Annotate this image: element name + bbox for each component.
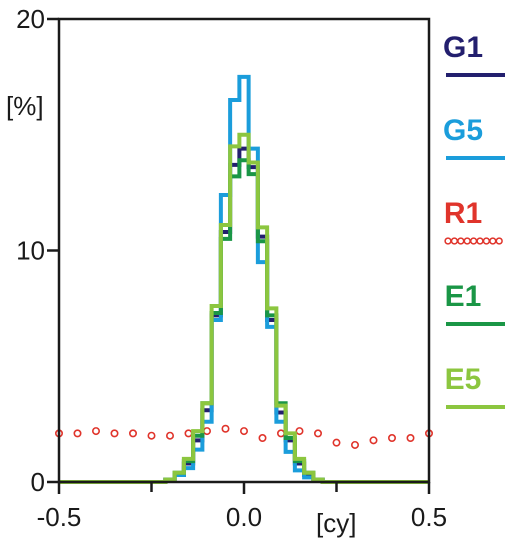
series-r1-point-9 [221, 424, 230, 433]
legend-label-r1: R1 [444, 197, 482, 230]
series-r1-point-10 [240, 427, 249, 436]
x-unit-label: [cy] [316, 508, 356, 538]
series-r1-point-16 [350, 440, 359, 449]
series-r1-point-18 [387, 434, 396, 443]
series-r1-point-19 [406, 434, 415, 443]
series-r1-point-11 [258, 434, 267, 443]
series-r1-point-17 [369, 436, 378, 445]
y-tick-label-1: 10 [16, 236, 45, 266]
series-r1-point-8 [203, 427, 212, 436]
axis-layer: -0.5 0.0 0.5 0 10 20 [16, 4, 447, 532]
x-tick-label-0: -0.5 [37, 502, 82, 532]
series-r1-point-7 [184, 429, 193, 438]
series-g5-line [59, 74, 429, 484]
legend-label-g5: G5 [443, 114, 483, 147]
legend-label-g1: G1 [443, 31, 483, 64]
series-r1-point-5 [147, 431, 156, 440]
series-r1-point-1 [73, 429, 82, 438]
legend-label-e5: E5 [445, 363, 482, 396]
x-tick-label-1: 0.0 [226, 502, 262, 532]
legend-swatch-r1-dot-0 [444, 237, 452, 245]
legend-swatch-r1-dot-3 [463, 237, 471, 245]
series-r1-point-3 [110, 429, 119, 438]
y-tick-label-2: 20 [16, 4, 45, 34]
legend-swatch-r1-dot-5 [476, 237, 484, 245]
series-r1-point-6 [166, 431, 175, 440]
series-r1-point-2 [92, 427, 101, 436]
series-e5-line [59, 132, 429, 484]
legend-swatch-r1-dot-2 [457, 237, 465, 245]
series-r1-point-4 [129, 429, 138, 438]
y-tick-label-0: 0 [31, 467, 45, 497]
legend-swatch-r1-dot-7 [489, 237, 497, 245]
series-r1-point-14 [313, 429, 322, 438]
x-tick-label-2: 0.5 [411, 502, 447, 532]
series-r1-point-15 [332, 438, 341, 447]
legend-swatch-r1-dot-4 [469, 237, 478, 245]
plot-frame [57, 17, 431, 484]
legend-label-e1: E1 [445, 280, 482, 313]
legend-swatch-r1-dot-8 [495, 237, 503, 245]
series-layer [54, 74, 433, 484]
legend-swatch-r1-dot-6 [482, 237, 491, 245]
series-r1-point-13 [295, 427, 304, 436]
legend: G1 G5 R1 E1 E5 [443, 31, 505, 409]
legend-swatch-r1-dot-1 [450, 237, 459, 245]
series-r1-point-12 [276, 429, 285, 438]
y-unit-label: [%] [6, 91, 44, 121]
